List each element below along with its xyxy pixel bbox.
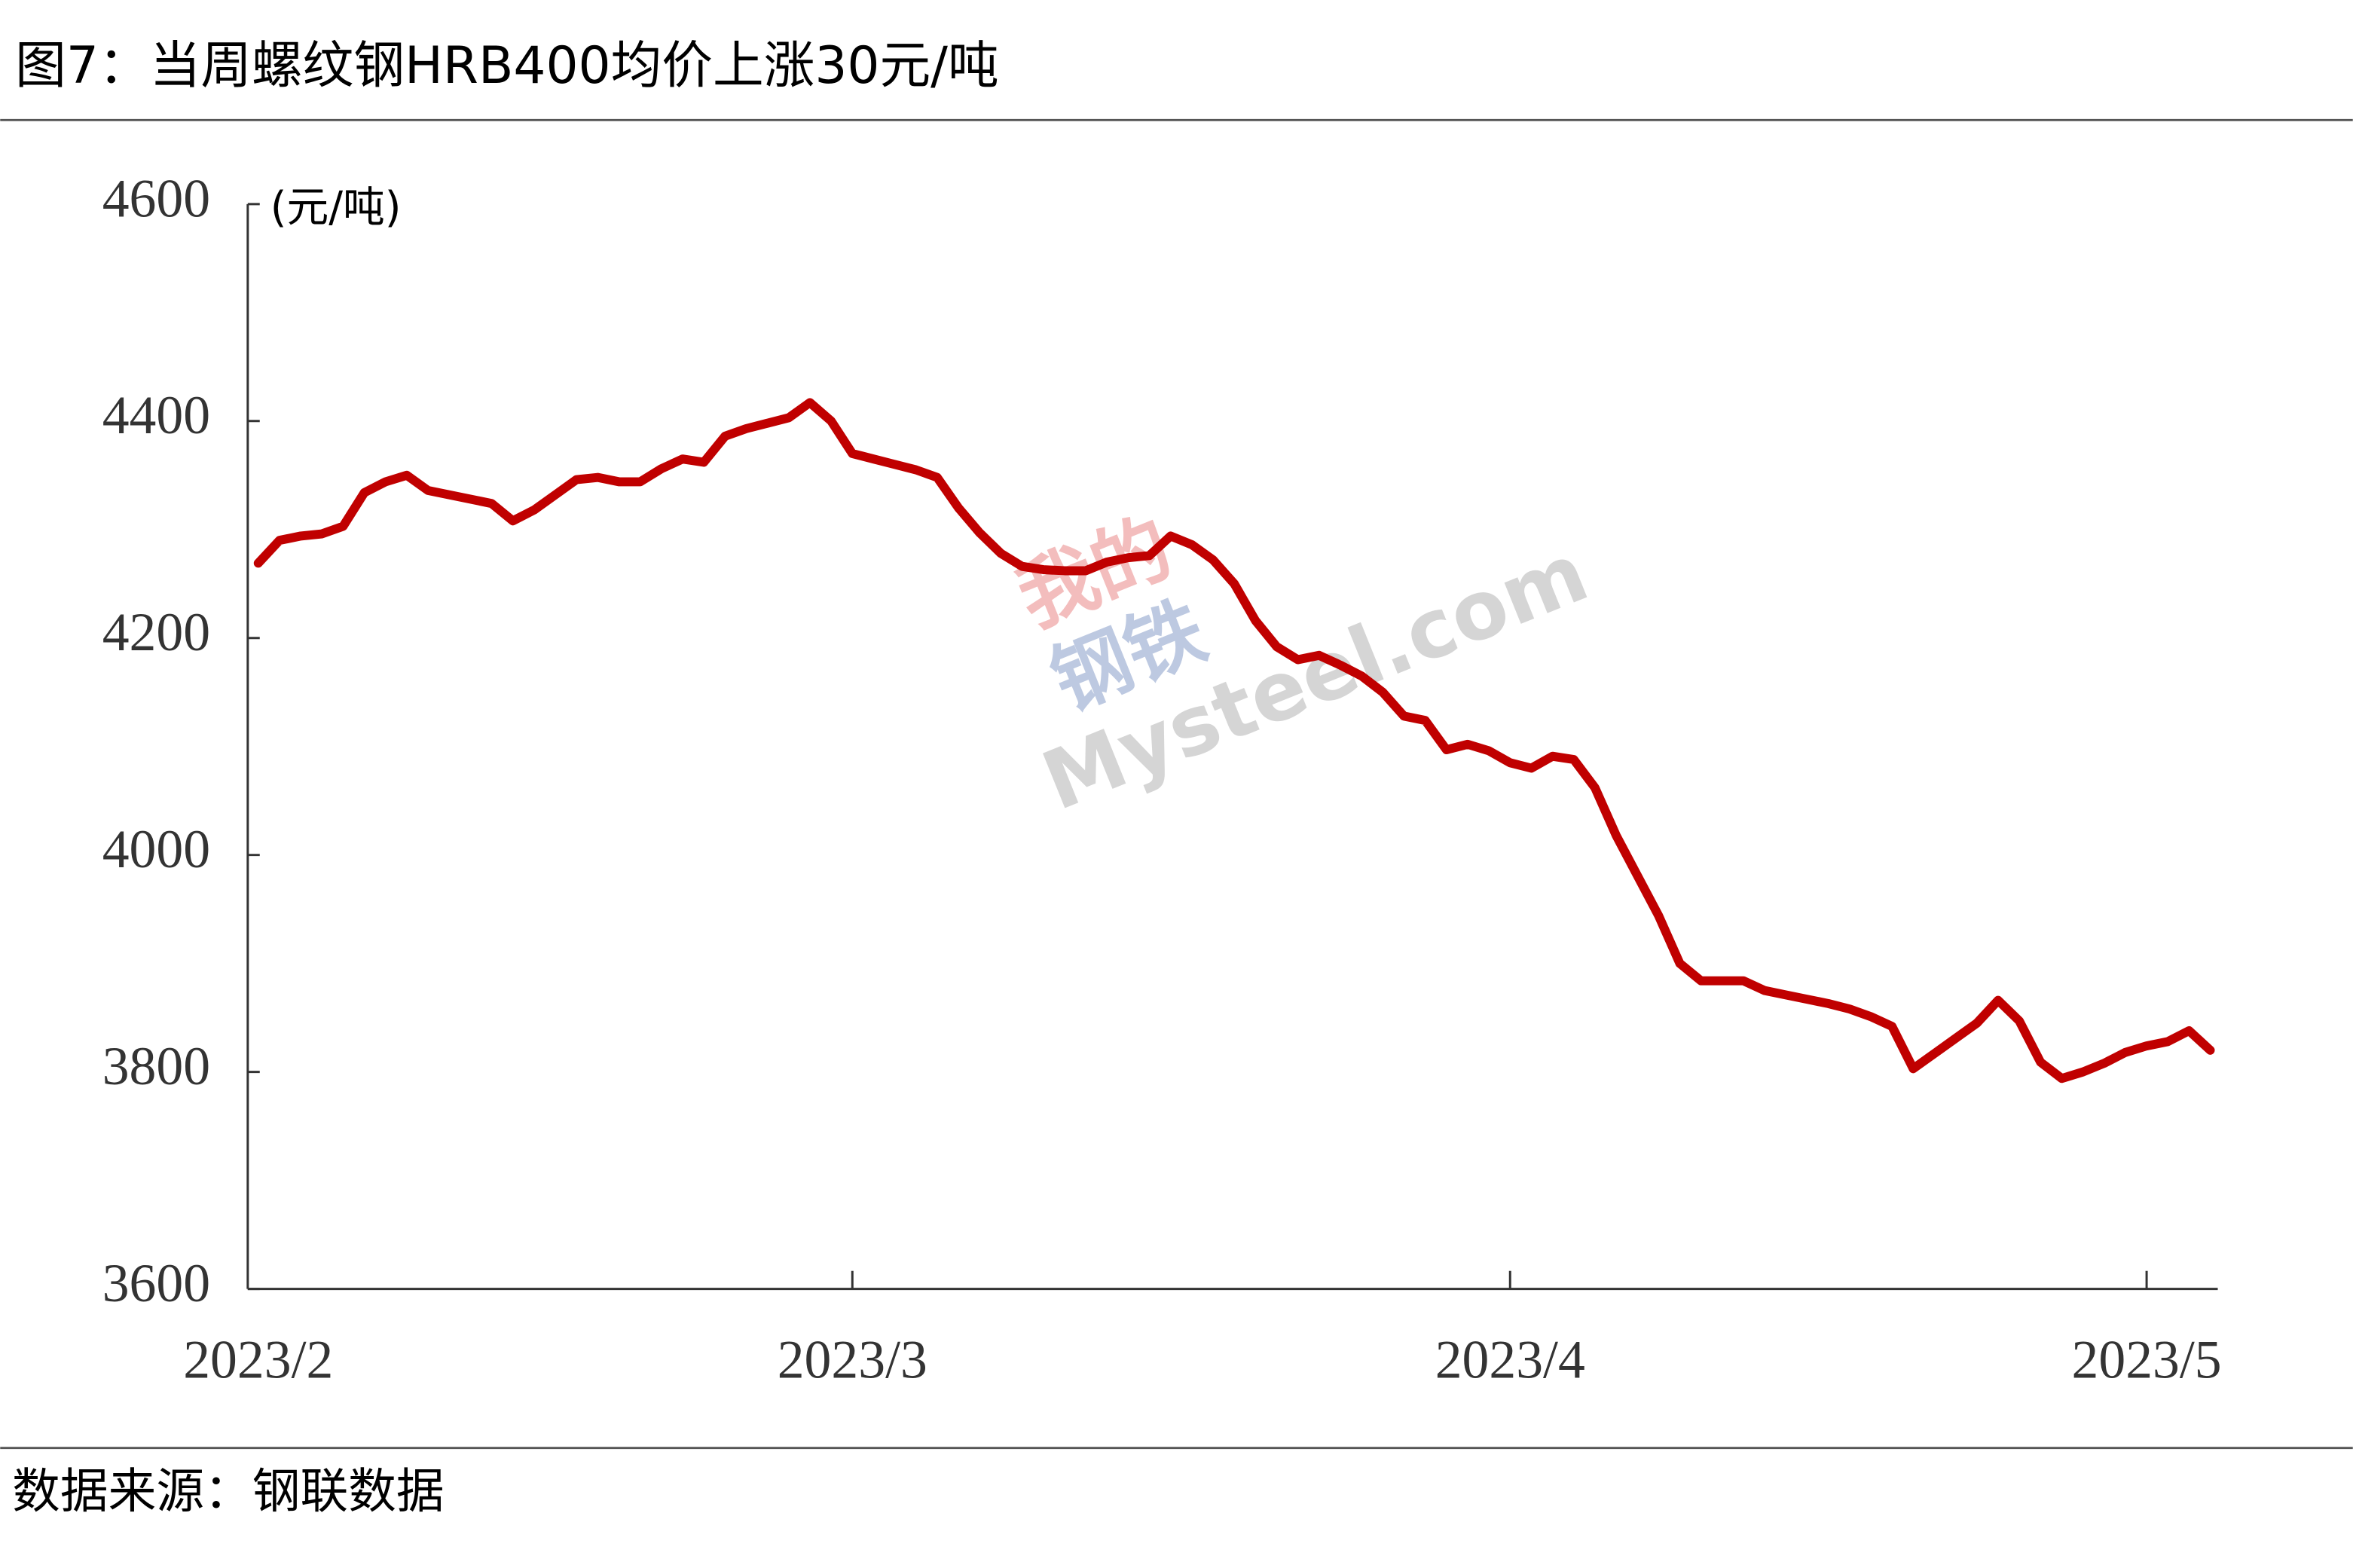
source-note: 数据来源：钢联数据 [12, 1464, 444, 1520]
y-tick-label: 3600 [102, 1253, 210, 1313]
y-tick-label: 4200 [102, 602, 210, 662]
y-axis-unit: (元/吨) [270, 183, 402, 232]
x-tick-label: 2023/5 [2072, 1330, 2222, 1390]
x-tick-label: 2023/3 [778, 1330, 927, 1390]
chart-title: 图7：当周螺纹钢HRB400均价上涨30元/吨 [15, 35, 998, 95]
y-tick-label: 4400 [102, 385, 210, 445]
x-tick-label: 2023/4 [1435, 1330, 1585, 1390]
y-tick-label: 4000 [102, 819, 210, 879]
y-tick-label: 4600 [102, 168, 210, 228]
price-line [253, 398, 2215, 1084]
y-tick-label: 3800 [102, 1036, 210, 1096]
x-tick-label: 2023/2 [183, 1330, 333, 1390]
